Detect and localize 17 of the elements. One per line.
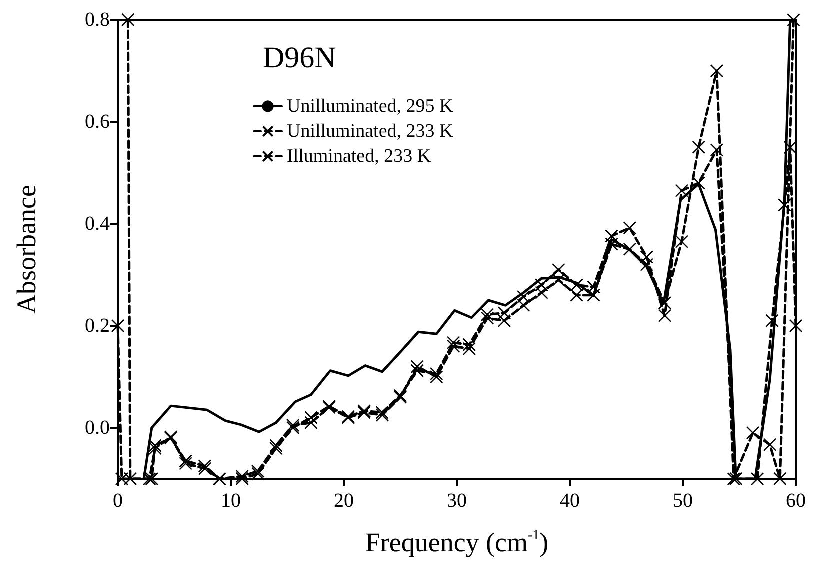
y-tick-label: 0.6 [85,111,110,133]
x-tick-label: 20 [334,490,354,512]
y-tick-label: 0.2 [85,315,110,337]
x-tick-label: 40 [560,490,580,512]
legend-label: Illuminated, 233 K [287,146,432,167]
x-tick-label: 30 [447,490,467,512]
y-tick-label: 0.0 [85,417,110,439]
x-tick-label: 0 [113,490,123,512]
x-tick-label: 50 [673,490,693,512]
legend-label: Unilluminated, 233 K [287,121,454,142]
y-tick-label: 0.4 [85,213,110,235]
legend-label: Unilluminated, 295 K [287,96,454,117]
x-tick-label: 10 [221,490,241,512]
text: D96N [263,42,336,74]
y-axis-title: Absorbance [12,185,42,314]
x-tick-label: 60 [786,490,806,512]
y-tick-label: 0.8 [85,9,110,31]
